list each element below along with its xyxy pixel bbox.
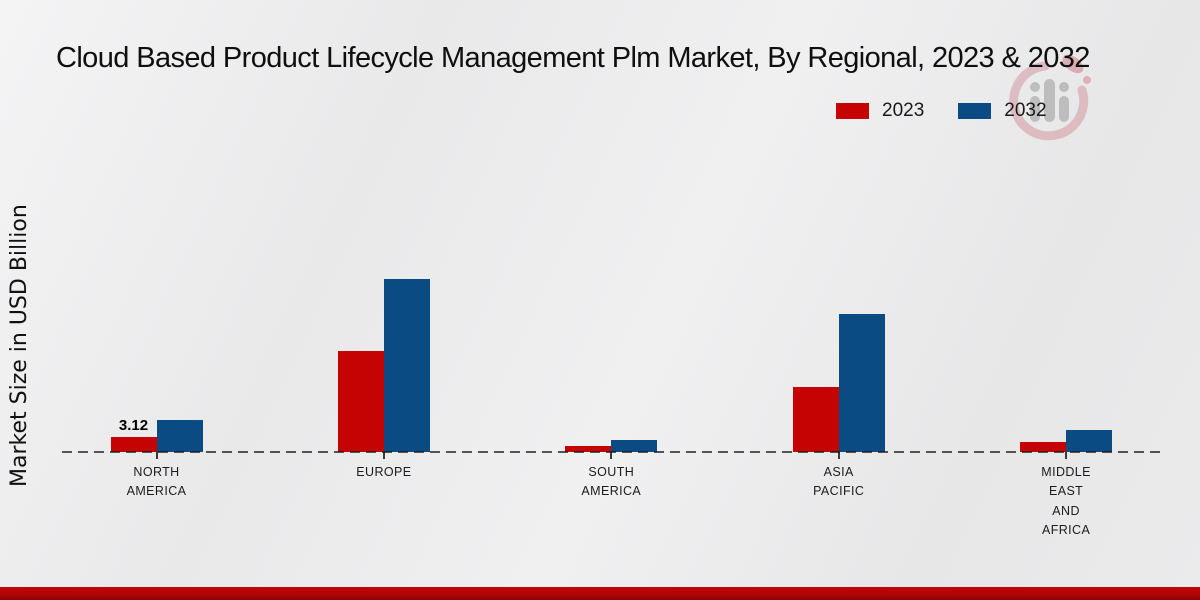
legend-swatch-2023-icon [836, 103, 869, 119]
bar-2023-middle-east-and-africa [1020, 442, 1067, 452]
bar-value-label-north-america: 3.12 [118, 416, 149, 434]
category-label-asia-pacific: ASIA PACIFIC [813, 465, 865, 499]
y-axis-title: Market Size in USD Billion [7, 204, 32, 488]
watermark-logo-icon [1009, 54, 1091, 141]
bar-2023-north-america [110, 436, 157, 452]
legend-label-2023: 2023 [882, 100, 925, 121]
axis-tick-europe [382, 452, 385, 459]
chart-title: Cloud Based Product Lifecycle Management… [56, 42, 1090, 74]
category-label-europe: EUROPE [356, 465, 412, 479]
category-label-south-america: SOUTH AMERICA [581, 465, 642, 499]
axis-tick-north-america [155, 452, 158, 459]
axis-tick-middle-east-and-africa [1065, 452, 1068, 459]
legend: 2023 2032 [836, 100, 1047, 122]
plot-area: NORTH AMERICA EUROPE SOUTH AMERICA ASIA PACIFI… [62, 180, 1163, 537]
bar-2032-middle-east-and-africa [1066, 430, 1113, 452]
x-axis-baseline [62, 450, 1163, 453]
legend-item-2032: 2032 [958, 100, 1047, 122]
legend-label-2032: 2032 [1004, 100, 1047, 121]
axis-tick-asia-pacific [837, 452, 840, 459]
legend-swatch-2032-icon [958, 103, 992, 119]
bar-2032-europe [383, 279, 430, 452]
category-label-north-america: NORTH AMERICA [126, 465, 187, 499]
bar-2032-south-america [611, 439, 658, 452]
bar-2023-south-america [565, 445, 612, 452]
category-label-middle-east-and-africa: MIDDLE EAST AND AFRICA [1041, 465, 1091, 538]
bar-2023-asia-pacific [792, 386, 839, 452]
bar-2023-europe [337, 350, 384, 452]
axis-tick-south-america [610, 452, 613, 459]
bar-2032-north-america [156, 419, 203, 452]
bottom-accent-bar [0, 587, 1200, 600]
legend-item-2023: 2023 [836, 100, 924, 122]
bar-2032-asia-pacific [838, 313, 885, 452]
